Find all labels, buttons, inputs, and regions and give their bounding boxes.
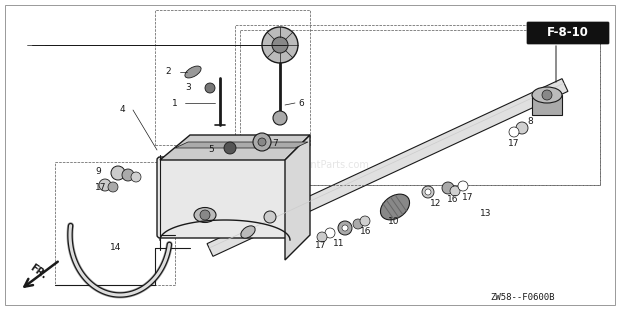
Circle shape (273, 111, 287, 125)
Circle shape (131, 172, 141, 182)
Text: F-8-10: F-8-10 (547, 26, 589, 39)
Text: 12: 12 (430, 198, 441, 207)
Circle shape (253, 133, 271, 151)
Bar (532, 95, 562, 115)
Circle shape (272, 37, 288, 53)
Text: 16: 16 (447, 196, 459, 205)
Text: 17: 17 (315, 241, 327, 250)
Circle shape (342, 225, 348, 231)
Text: 6: 6 (298, 99, 304, 108)
Circle shape (360, 216, 370, 226)
Text: 16: 16 (360, 228, 371, 237)
Circle shape (509, 127, 519, 137)
Text: 7: 7 (272, 139, 278, 148)
Circle shape (458, 181, 468, 191)
Text: 11: 11 (333, 238, 345, 247)
Circle shape (325, 228, 335, 238)
Bar (235, 25, 600, 185)
Ellipse shape (185, 66, 201, 78)
Text: 17: 17 (95, 183, 107, 192)
Bar (155, 10, 310, 145)
Text: 10: 10 (388, 218, 399, 227)
Polygon shape (207, 79, 568, 256)
Circle shape (353, 219, 363, 229)
Circle shape (111, 166, 125, 180)
Circle shape (422, 186, 434, 198)
Text: 17: 17 (508, 139, 520, 148)
Text: 8: 8 (527, 117, 533, 126)
Polygon shape (285, 135, 310, 260)
Text: 9: 9 (95, 167, 100, 176)
Polygon shape (175, 142, 308, 148)
Circle shape (516, 122, 528, 134)
Text: ZW58--F0600B: ZW58--F0600B (490, 294, 554, 303)
FancyBboxPatch shape (157, 157, 288, 238)
FancyBboxPatch shape (527, 22, 609, 44)
Circle shape (542, 90, 552, 100)
Text: 5: 5 (208, 145, 214, 154)
Ellipse shape (194, 207, 216, 223)
Circle shape (264, 211, 276, 223)
Circle shape (317, 232, 327, 242)
Circle shape (224, 142, 236, 154)
Circle shape (205, 83, 215, 93)
Text: 13: 13 (480, 209, 492, 218)
Circle shape (258, 138, 266, 146)
Text: eReplacementParts.com: eReplacementParts.com (250, 160, 370, 170)
Ellipse shape (532, 87, 562, 103)
Circle shape (99, 179, 111, 191)
Circle shape (450, 186, 460, 196)
Ellipse shape (381, 194, 410, 220)
Text: 3: 3 (185, 82, 191, 91)
Text: 4: 4 (120, 105, 126, 114)
Text: 2: 2 (165, 68, 171, 77)
Circle shape (200, 210, 210, 220)
Text: 14: 14 (110, 243, 122, 253)
Text: FR.: FR. (28, 263, 48, 281)
Ellipse shape (241, 226, 255, 238)
Circle shape (122, 169, 134, 181)
Polygon shape (160, 135, 310, 160)
Circle shape (442, 182, 454, 194)
Circle shape (338, 221, 352, 235)
Text: 17: 17 (462, 193, 474, 202)
Text: 1: 1 (172, 99, 178, 108)
Circle shape (425, 189, 431, 195)
Circle shape (262, 27, 298, 63)
Circle shape (108, 182, 118, 192)
